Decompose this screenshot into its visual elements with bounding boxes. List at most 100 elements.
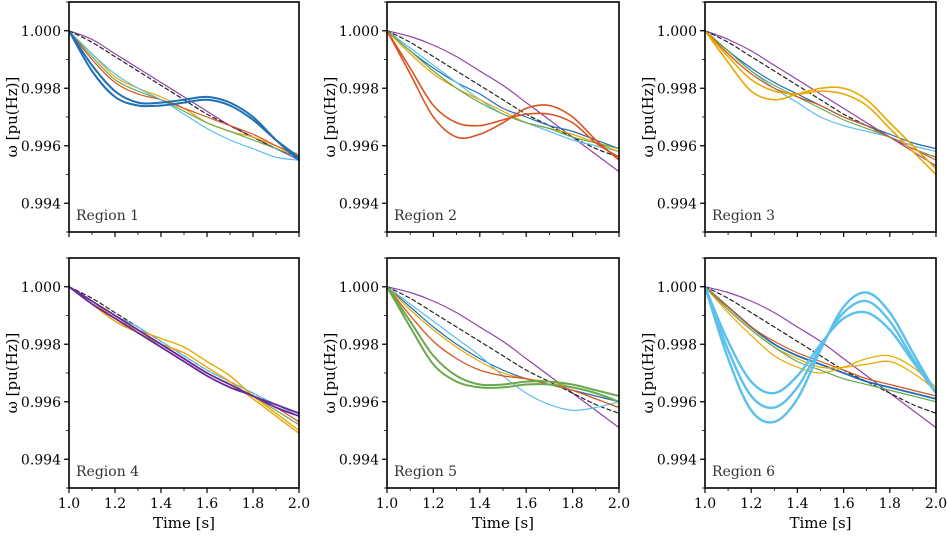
y-tick-label: 0.996 [657, 395, 697, 411]
y-tick-label: 1.000 [21, 24, 61, 40]
y-tick-label: 0.998 [21, 81, 61, 97]
y-tick-label: 0.996 [339, 395, 379, 411]
region-label: Region 1 [76, 208, 139, 224]
series-line [69, 30, 299, 158]
region-label: Region 4 [76, 464, 139, 480]
y-tick-label: 0.998 [21, 337, 61, 353]
series-line [69, 285, 299, 415]
x-tick-label: 1.0 [376, 496, 398, 512]
x-axis-label: Time [s] [472, 514, 534, 532]
region-label: Region 3 [712, 208, 775, 224]
y-axis-label: ω [pu(Hz)] [3, 333, 21, 414]
series-line [705, 285, 936, 424]
x-tick-label: 1.8 [242, 496, 264, 512]
y-axis-label: ω [pu(Hz)] [321, 77, 339, 158]
series-line [69, 286, 299, 435]
y-axis-label: ω [pu(Hz)] [321, 333, 339, 414]
series-line [387, 30, 619, 150]
y-axis-label: ω [pu(Hz)] [639, 333, 657, 414]
series-line [387, 285, 619, 397]
series-line [69, 30, 299, 158]
series-line [705, 29, 936, 176]
region-label: Region 2 [394, 208, 457, 224]
panel-region-4: 0.994 0.996 0.998 1.000 1.0 1.2 1.4 1.6 1.8 2.0 ω … [3, 257, 310, 532]
y-tick-label: 0.994 [339, 196, 379, 212]
x-tick-label: 1.6 [515, 496, 537, 512]
series-line [387, 30, 619, 173]
x-tick-label: 1.4 [469, 496, 491, 512]
region-label: Region 6 [712, 464, 775, 480]
series-line [387, 286, 619, 429]
y-tick-label: 0.998 [657, 337, 697, 353]
y-tick-label: 0.994 [21, 196, 61, 212]
x-tick-label: 2.0 [925, 496, 947, 512]
x-tick-label: 2.0 [608, 496, 630, 512]
y-tick-label: 1.000 [657, 280, 697, 296]
y-tick-label: 0.998 [657, 81, 697, 97]
series-line [705, 285, 936, 395]
y-tick-label: 0.998 [339, 337, 379, 353]
panel-region-6: 0.994 0.996 0.998 1.000 1.0 1.2 1.4 1.6 1.8 2.0 ω … [639, 257, 947, 532]
series-group [69, 29, 299, 162]
plot-frame [386, 1, 620, 233]
y-tick-label: 1.000 [657, 24, 697, 40]
series-group [387, 285, 619, 429]
series-line [705, 286, 936, 414]
series-line [69, 286, 299, 414]
y-tick-label: 0.994 [339, 452, 379, 468]
x-tick-label: 1.8 [561, 496, 583, 512]
x-tick-label: 1.0 [58, 496, 80, 512]
x-axis-label: Time [s] [153, 514, 215, 532]
series-line [69, 286, 299, 417]
series-line [387, 30, 619, 158]
y-tick-label: 0.996 [21, 139, 61, 155]
y-tick-label: 1.000 [339, 280, 379, 296]
series-group [69, 285, 299, 435]
x-tick-label: 1.8 [879, 496, 901, 512]
series-line [705, 29, 936, 170]
series-line [705, 30, 936, 167]
series-line [69, 30, 299, 161]
series-group [705, 29, 936, 176]
x-tick-label: 1.2 [104, 496, 126, 512]
series-line [387, 30, 619, 153]
series-line [69, 285, 299, 418]
y-tick-label: 0.994 [21, 452, 61, 468]
x-tick-label: 1.2 [740, 496, 762, 512]
x-tick-label: 2.0 [288, 496, 310, 512]
y-axis-label: ω [pu(Hz)] [3, 77, 21, 158]
panel-region-5: 0.994 0.996 0.998 1.000 1.0 1.2 1.4 1.6 1.8 2.0 ω … [321, 257, 630, 532]
x-tick-label: 1.4 [786, 496, 808, 512]
series-group [705, 285, 936, 429]
x-tick-label: 1.6 [832, 496, 854, 512]
series-line [705, 30, 936, 150]
plot-frame [68, 1, 300, 233]
series-line [387, 286, 619, 409]
y-tick-label: 0.996 [339, 139, 379, 155]
series-line [705, 30, 936, 161]
y-tick-label: 1.000 [21, 280, 61, 296]
y-tick-label: 0.996 [21, 395, 61, 411]
series-line [69, 29, 299, 162]
series-line [387, 285, 619, 403]
series-line [69, 30, 299, 158]
series-line [387, 29, 619, 159]
x-tick-label: 1.6 [196, 496, 218, 512]
panel-region-3: 0.994 0.996 0.998 1.000 ω [pu(Hz)] Region 3 [639, 1, 937, 237]
region-label: Region 5 [394, 464, 457, 480]
panel-region-1: 0.994 0.996 0.998 1.000 ω [pu(Hz)] Region 1 [3, 1, 300, 237]
series-line [705, 286, 936, 403]
series-group [387, 29, 619, 173]
x-tick-label: 1.2 [422, 496, 444, 512]
series-line [705, 285, 936, 410]
series-line [69, 29, 299, 159]
series-line [387, 29, 619, 161]
series-line [705, 286, 936, 388]
plot-frame [68, 257, 300, 489]
y-tick-label: 0.998 [339, 81, 379, 97]
series-line [387, 286, 619, 414]
x-tick-label: 1.0 [694, 496, 716, 512]
y-tick-label: 0.994 [657, 452, 697, 468]
y-tick-label: 0.996 [657, 139, 697, 155]
